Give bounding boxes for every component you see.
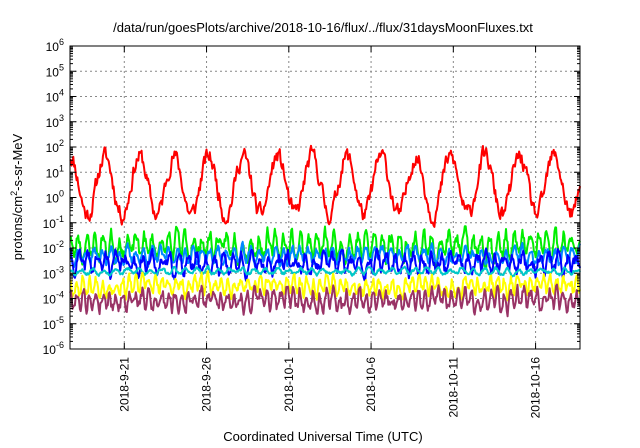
series-line-1: [69, 144, 581, 228]
y-tick-label: 10-6: [43, 340, 64, 357]
y-tick-label: 100: [46, 189, 64, 206]
series-line-4: [69, 247, 581, 282]
chart-title: /data/run/goesPlots/archive/2018-10-16/f…: [113, 20, 533, 35]
y-tick-label: 101: [46, 163, 64, 180]
y-tick-label: 10-4: [43, 290, 64, 307]
x-axis-label: Coordinated Universal Time (UTC): [223, 429, 422, 444]
y-tick-label: 10-1: [43, 214, 64, 231]
y-tick-label: 10-5: [43, 315, 64, 332]
x-axis: 2018-9-21 2018-9-26 2018-10-1 2018-10-6 2018…: [117, 46, 543, 419]
y-tick-label: 10-3: [43, 264, 64, 281]
y-tick-label: 105: [46, 62, 64, 79]
y-axis-label: protons/cm2-s-sr-MeV: [9, 133, 25, 260]
x-tick-label: 2018-9-21: [117, 357, 131, 412]
y-tick-label: 104: [46, 88, 64, 105]
y-tick-label: 106: [46, 37, 64, 54]
x-tick-label: 2018-10-16: [529, 357, 543, 419]
series-lines: [69, 144, 581, 318]
x-tick-label: 2018-10-11: [446, 357, 460, 418]
series-line-7: [69, 283, 581, 318]
x-tick-label: 2018-10-6: [364, 357, 378, 412]
series-line-6: [69, 270, 581, 302]
y-tick-label: 103: [46, 113, 64, 130]
y-tick-label: 10-2: [43, 239, 64, 256]
x-tick-label: 2018-9-26: [200, 357, 214, 412]
y-axis: 10-6 10-5 10-4 10-3 10-2 10-1 100 101 102 103 104 1…: [43, 37, 580, 357]
series-line-5: [69, 264, 581, 278]
y-tick-label: 102: [46, 138, 64, 155]
x-tick-label: 2018-10-1: [282, 357, 296, 412]
